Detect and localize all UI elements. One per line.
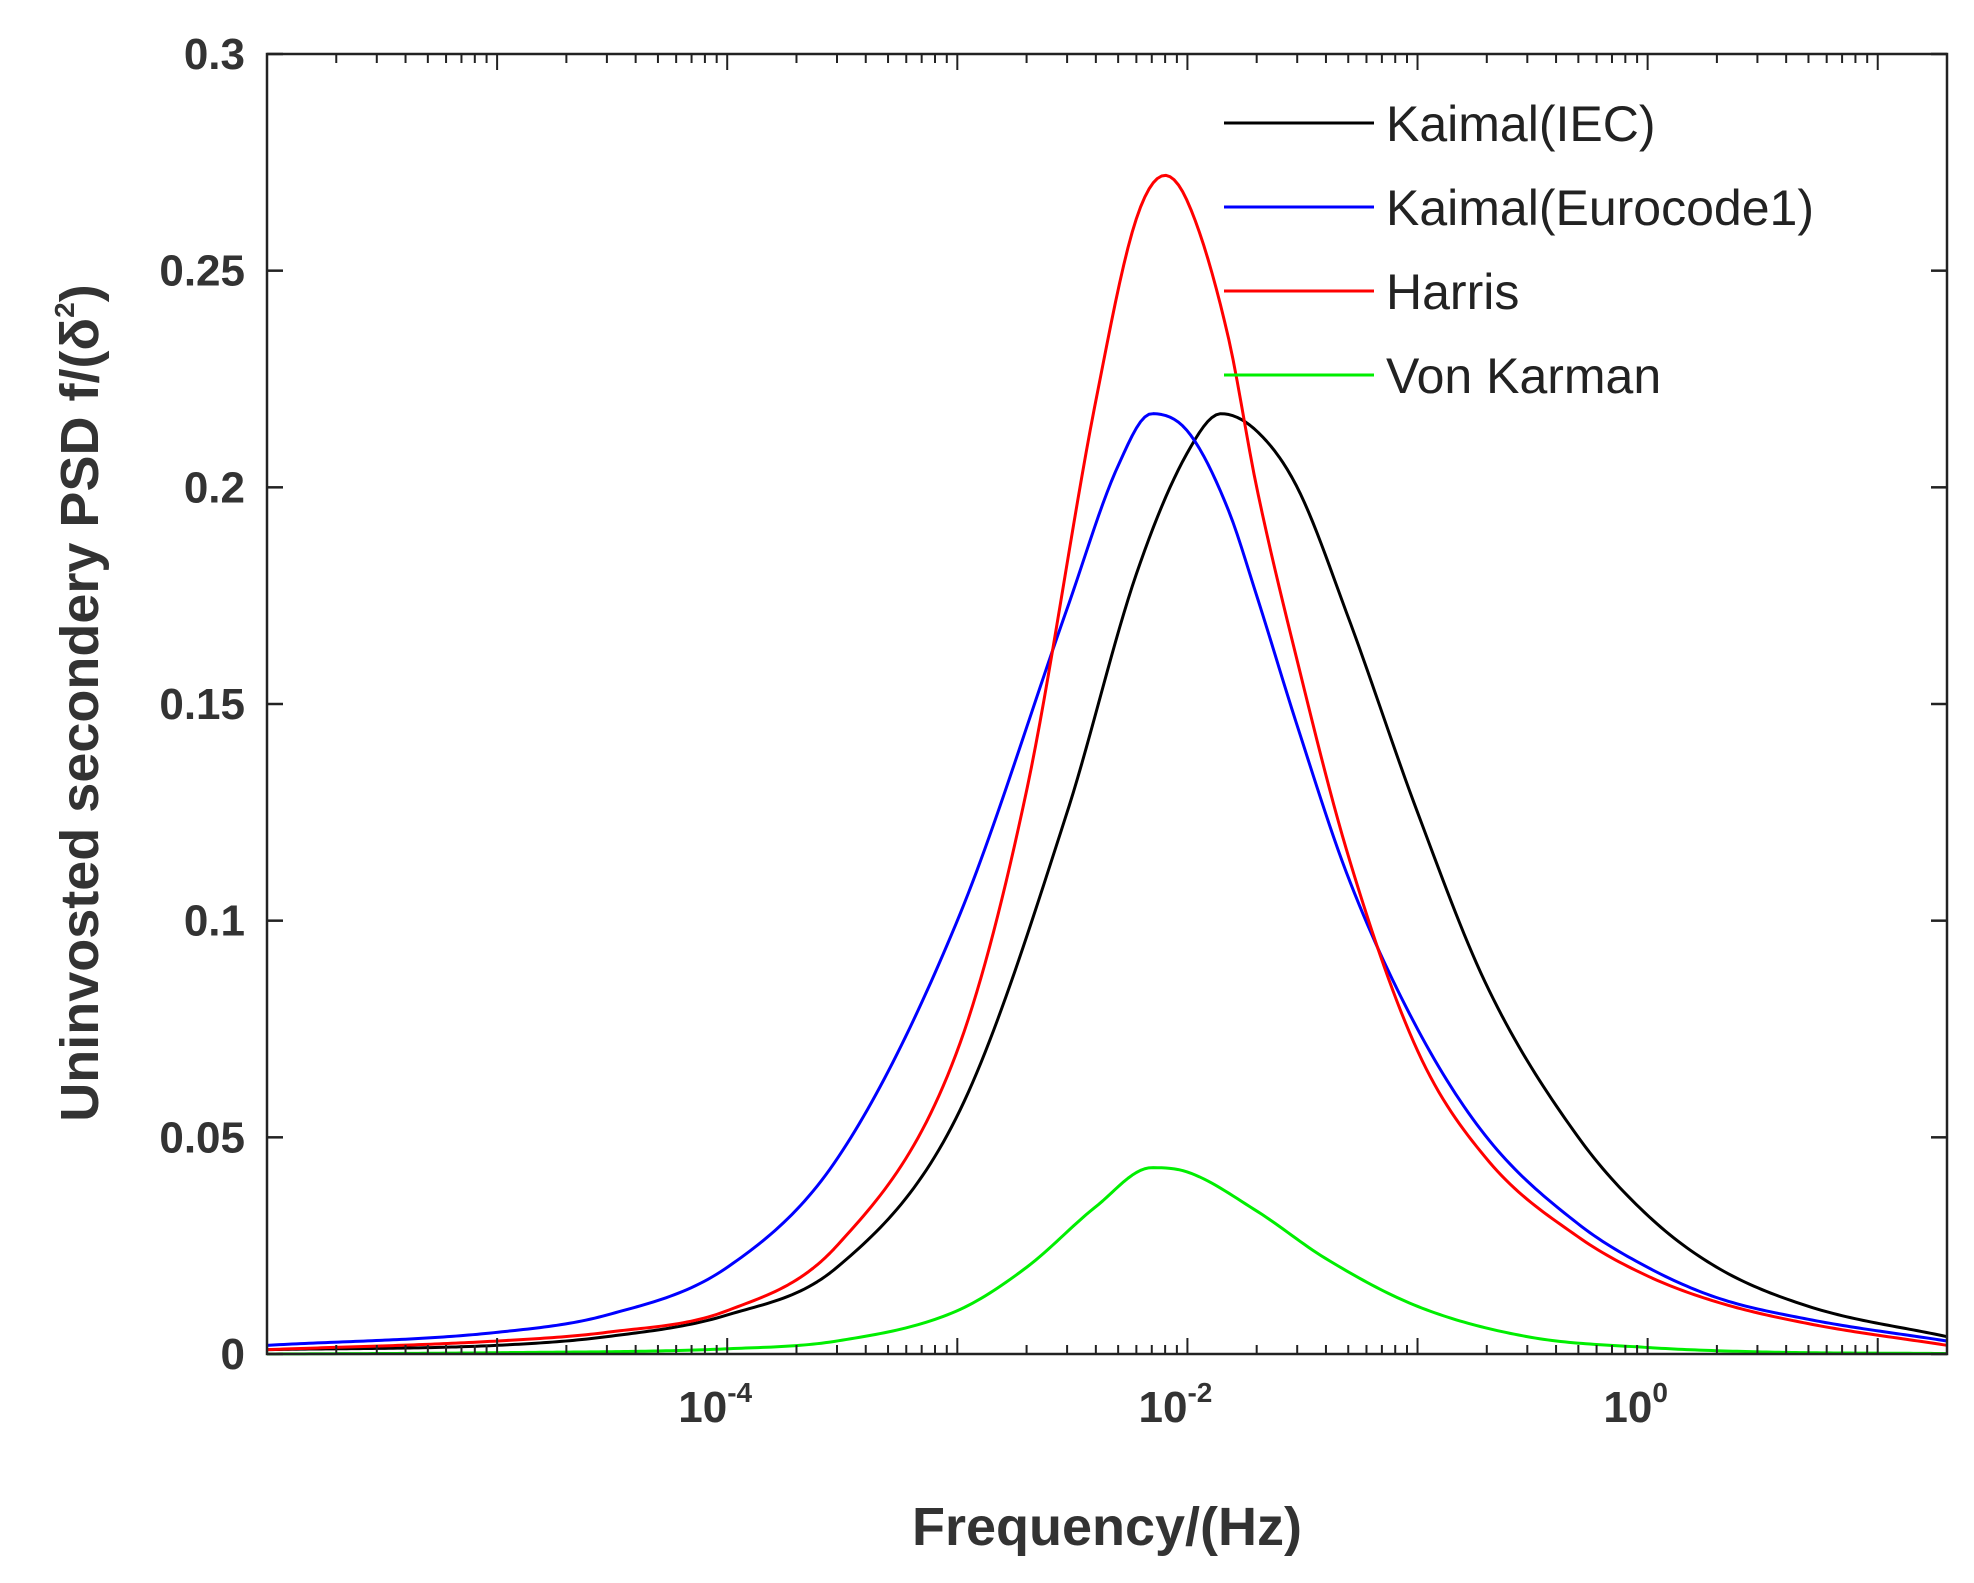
y-tick-label: 0.2	[184, 463, 245, 512]
y-tick-label: 0.05	[159, 1113, 245, 1162]
y-tick-label: 0.3	[184, 30, 245, 79]
series-line-1	[266, 412, 1948, 1347]
x-axis-title: Frequency/(Hz)	[912, 1497, 1302, 1557]
x-tick-label: 10-4	[678, 1377, 752, 1432]
series-line-0	[266, 412, 1948, 1352]
x-tick-label: 10-2	[1138, 1377, 1212, 1432]
legend-label: Harris	[1386, 264, 1519, 320]
plot-area	[267, 54, 1947, 1354]
y-axis-title-main: Uninvosted secondery PSD f/(δ	[50, 318, 110, 1122]
y-axis-ticks: 0 0.05 0.1 0.15 0.2 0.25 0.3	[159, 30, 1947, 1379]
legend-label: Von Karman	[1386, 348, 1661, 404]
x-axis-ticks: 10-4 10-2 100	[266, 54, 1948, 1432]
series-line-3	[266, 1166, 1948, 1356]
y-axis-title-sup: 2	[49, 302, 80, 318]
y-axis-title-close: )	[50, 284, 110, 302]
series-layer	[266, 173, 1948, 1356]
y-axis-title: Uninvosted secondery PSD f/(δ2)	[49, 284, 110, 1121]
y-tick-label: 0	[221, 1330, 245, 1379]
legend-label: Kaimal(Eurocode1)	[1386, 180, 1814, 236]
legend-label: Kaimal(IEC)	[1386, 96, 1655, 152]
y-tick-label: 0.15	[159, 680, 245, 729]
y-tick-label: 0.1	[184, 897, 245, 946]
y-tick-label: 0.25	[159, 247, 245, 296]
x-tick-label: 100	[1603, 1377, 1668, 1432]
plot-frame	[265, 52, 1949, 1356]
series-line-2	[266, 173, 1948, 1352]
legend: Kaimal(IEC) Kaimal(Eurocode1) Harris Von Ka…	[1224, 96, 1814, 404]
